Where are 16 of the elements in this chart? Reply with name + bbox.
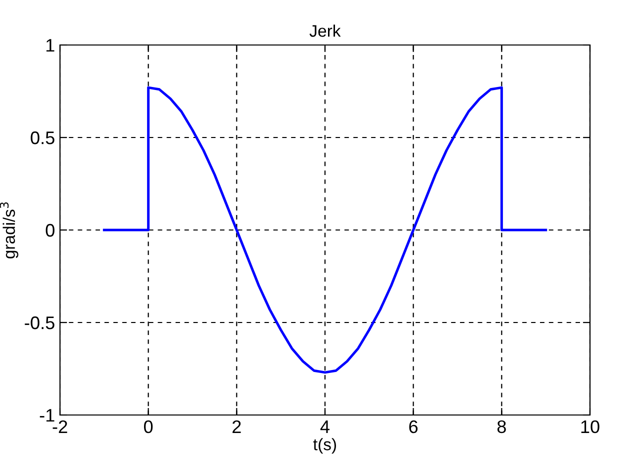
x-tick-label: 4: [320, 420, 330, 433]
x-tick-label: -2: [52, 420, 68, 433]
chart-title: Jerk: [310, 24, 341, 37]
x-axis-title: t(s): [313, 438, 336, 454]
x-tick-label: 0: [144, 420, 153, 434]
y-tick-label: 0.5: [30, 131, 54, 144]
line-series: [102, 86, 548, 374]
x-tick-label: 8: [497, 420, 506, 434]
y-tick-label: -1: [40, 409, 54, 422]
y-tick-label: 1: [46, 39, 54, 52]
y-tick-label: 0: [46, 224, 54, 237]
x-tick-label: 10: [581, 420, 600, 434]
x-tick-label: 6: [409, 420, 418, 434]
y-axis-title: gradi/s$^{3}$: [0, 202, 18, 258]
x-tick-label: 2: [232, 420, 241, 433]
y-tick-label: -0.5: [24, 316, 54, 330]
